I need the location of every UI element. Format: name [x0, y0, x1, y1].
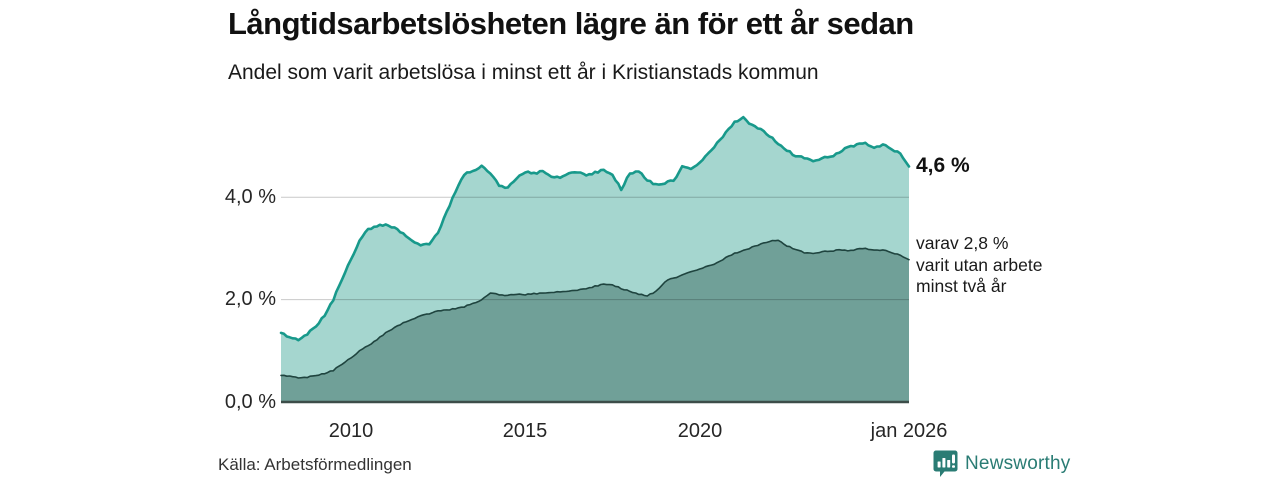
x-tick-2010: 2010: [328, 420, 374, 442]
chart-subtitle: Andel som varit arbetslösa i minst ett å…: [228, 61, 819, 84]
x-tick-jan-2026: jan 2026: [870, 420, 948, 442]
source-credit: Källa: Arbetsförmedlingen: [218, 455, 412, 474]
page-title: Långtidsarbetslösheten lägre än för ett …: [228, 6, 914, 41]
newsworthy-logo: Newsworthy: [933, 450, 1070, 478]
y-tick-4: 4,0 %: [224, 186, 276, 208]
end-value-label-detail: varav 2,8 % varit utan arbete minst två …: [916, 233, 1043, 296]
y-tick-2: 2,0 %: [224, 288, 276, 310]
newsworthy-bar-chart-bubble-icon: [933, 450, 958, 478]
newsworthy-logo-text: Newsworthy: [965, 453, 1071, 474]
x-tick-2015: 2015: [502, 420, 548, 442]
end-value-label-total: 4,6 %: [916, 154, 970, 177]
x-tick-2020: 2020: [677, 420, 723, 442]
y-tick-0: 0,0 %: [224, 391, 276, 413]
